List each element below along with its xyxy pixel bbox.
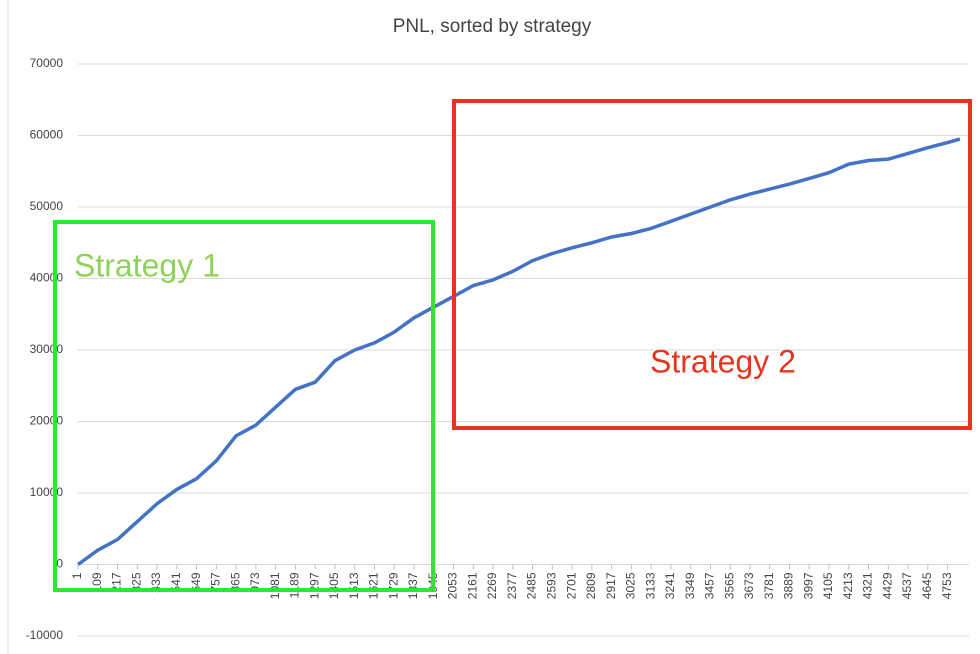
x-tick-label: 541 bbox=[169, 572, 183, 592]
x-tick-label: 3997 bbox=[801, 572, 815, 599]
x-tick-label: 1837 bbox=[406, 572, 420, 599]
y-tick-label: 60000 bbox=[30, 128, 64, 142]
x-tick-label: 4429 bbox=[880, 572, 894, 599]
x-tick-label: 3133 bbox=[643, 572, 657, 599]
chart-title: PNL, sorted by strategy bbox=[393, 16, 592, 37]
x-tick-label: 1405 bbox=[327, 572, 341, 599]
strategy-1-box bbox=[53, 220, 435, 592]
y-tick-label: 70000 bbox=[30, 56, 64, 70]
x-tick-label: 2053 bbox=[446, 572, 460, 599]
x-tick-label: 109 bbox=[90, 572, 104, 592]
x-tick-label: 3457 bbox=[703, 572, 717, 599]
x-tick-label: 3565 bbox=[722, 572, 736, 599]
x-tick-label: 3025 bbox=[624, 572, 638, 599]
x-tick-label: 1621 bbox=[367, 572, 381, 599]
x-tick-label: 4537 bbox=[900, 572, 914, 599]
x-tick-label: 4105 bbox=[821, 572, 835, 599]
x-tick-label: 2269 bbox=[485, 572, 499, 599]
x-tick-label: 1513 bbox=[347, 572, 361, 599]
y-tick-label: 50000 bbox=[30, 199, 64, 213]
x-tick-label: 433 bbox=[149, 572, 163, 592]
x-tick-label: 3241 bbox=[663, 572, 677, 599]
x-tick-label: 865 bbox=[228, 572, 242, 592]
x-tick-label: 2593 bbox=[544, 572, 558, 599]
y-tick-label: 40000 bbox=[30, 271, 64, 285]
x-tick-label: 2809 bbox=[584, 572, 598, 599]
y-tick-label: 20000 bbox=[30, 414, 64, 428]
x-tick-label: 1297 bbox=[307, 572, 321, 599]
x-tick-label: 4321 bbox=[861, 572, 875, 599]
strategy-2-box bbox=[452, 99, 972, 430]
y-tick-label: 0 bbox=[56, 557, 63, 571]
x-tick-label: 3781 bbox=[762, 572, 776, 599]
x-tick-label: 1729 bbox=[386, 572, 400, 599]
x-tick-label: 757 bbox=[209, 572, 223, 592]
series-line bbox=[76, 137, 961, 566]
x-tick-label: 973 bbox=[248, 572, 262, 592]
x-tick-label: 1081 bbox=[268, 572, 282, 599]
x-tick-label: 3889 bbox=[782, 572, 796, 599]
x-tick-label: 4645 bbox=[920, 572, 934, 599]
x-tick-label: 2485 bbox=[525, 572, 539, 599]
x-tick-label: 3673 bbox=[742, 572, 756, 599]
grid: -10000 0 10000 20000 30000 40000 50000 60000 700… bbox=[26, 56, 969, 642]
x-tick-label: 2701 bbox=[564, 572, 578, 599]
x-tick-label: 649 bbox=[189, 572, 203, 592]
y-tick-label: 30000 bbox=[30, 342, 64, 356]
y-tick-label: 10000 bbox=[30, 485, 64, 499]
x-tick-label: 1 bbox=[70, 572, 84, 579]
x-tick-label: 4213 bbox=[841, 572, 855, 599]
x-tick-label: 325 bbox=[129, 572, 143, 592]
x-tick-label: 4753 bbox=[940, 572, 954, 599]
plot bbox=[76, 137, 961, 566]
y-tick-label: -10000 bbox=[26, 628, 64, 642]
x-tick-label: 1189 bbox=[288, 572, 302, 598]
x-tick-label: 2377 bbox=[505, 572, 519, 599]
x-tick-label: 217 bbox=[110, 572, 124, 592]
x-tick-label: 2917 bbox=[604, 572, 618, 599]
x-tick-label: 3349 bbox=[683, 572, 697, 599]
x-tick-label: 2161 bbox=[465, 572, 479, 599]
annotation: Strategy 2 bbox=[650, 343, 796, 379]
annotation: Strategy 1 bbox=[74, 247, 220, 283]
